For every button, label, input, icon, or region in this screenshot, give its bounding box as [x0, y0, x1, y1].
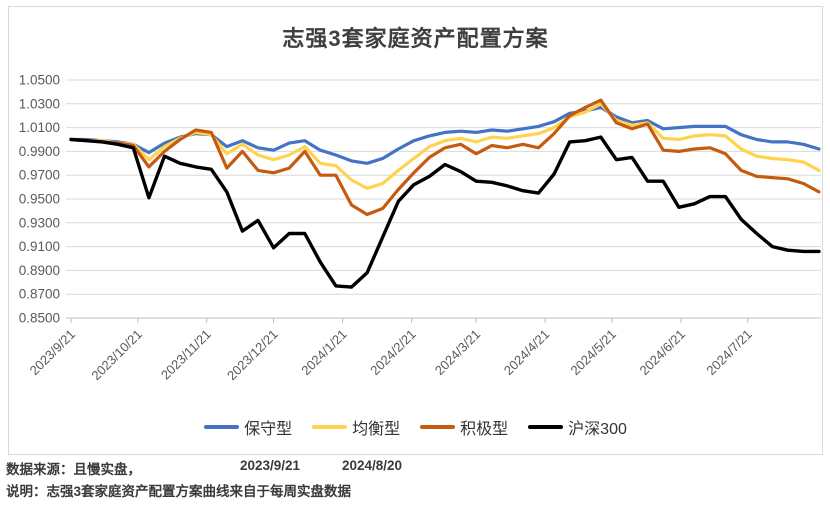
x-tick-label: 2023/9/21: [27, 327, 79, 379]
chart-title: 志强3套家庭资产配置方案: [282, 26, 549, 51]
y-tick-label: 0.8500: [19, 311, 60, 326]
series-line-3: [69, 98, 821, 217]
legend-swatch: [312, 424, 348, 430]
legend-item-4: 沪深300: [528, 415, 627, 439]
x-tick-label: 2024/7/21: [703, 327, 755, 379]
x-tick-label: 2024/6/21: [637, 327, 689, 379]
x-tick-label: 2023/10/21: [88, 327, 145, 384]
x-tick-label: 2024/2/21: [367, 327, 419, 379]
x-tick-label: 2024/3/21: [432, 327, 484, 379]
x-tick-label: 2023/12/21: [224, 327, 281, 384]
legend-item-2: 均衡型: [312, 415, 400, 439]
legend-item-3: 积极型: [420, 415, 508, 439]
x-tick-label: 2024/1/21: [298, 327, 350, 379]
y-tick-label: 1.0500: [19, 73, 60, 88]
footer-end-date: 2024/8/20: [342, 458, 403, 473]
footer-source: 数据来源：且慢实盘，: [6, 462, 141, 477]
legend-label: 积极型: [460, 421, 509, 438]
chart-panel: 志强3套家庭资产配置方案 1.0500 1.0300 1.0100 0.9900 0.9…: [8, 6, 823, 455]
x-tick-label: 2023/11/21: [158, 327, 214, 383]
series-line-2: [69, 102, 821, 190]
y-tick-label: 0.9100: [19, 239, 60, 254]
y-tick-label: 0.8900: [19, 263, 60, 278]
y-tick-label: 0.8700: [19, 287, 60, 302]
legend-swatch: [420, 424, 456, 430]
y-tick-label: 0.9500: [19, 192, 60, 207]
series-line-4: [69, 135, 821, 289]
legend-swatch: [204, 424, 240, 430]
y-tick-label: 0.9300: [19, 215, 60, 230]
y-tick-label: 1.0100: [19, 120, 60, 135]
legend-item-1: 保守型: [204, 415, 292, 439]
y-tick-label: 0.9700: [19, 168, 60, 183]
y-tick-label: 1.0300: [19, 96, 60, 111]
legend-label: 沪深300: [568, 421, 627, 438]
footer-note: 说明：志强3套家庭资产配置方案曲线来自于每周实盘数据: [6, 484, 352, 499]
x-tick-label: 2024/5/21: [568, 327, 620, 379]
x-tick-label: 2024/4/21: [501, 327, 553, 379]
legend-swatch: [528, 424, 564, 430]
y-tick-label: 0.9900: [19, 144, 60, 159]
chart-legend: 保守型 均衡型 积极型 沪深300: [9, 415, 822, 439]
footer-start-date: 2023/9/21: [240, 458, 301, 473]
legend-label: 保守型: [244, 421, 293, 438]
legend-label: 均衡型: [352, 421, 401, 438]
line-chart: 1.0500 1.0300 1.0100 0.9900 0.9700 0.9500 0.93…: [19, 73, 821, 384]
